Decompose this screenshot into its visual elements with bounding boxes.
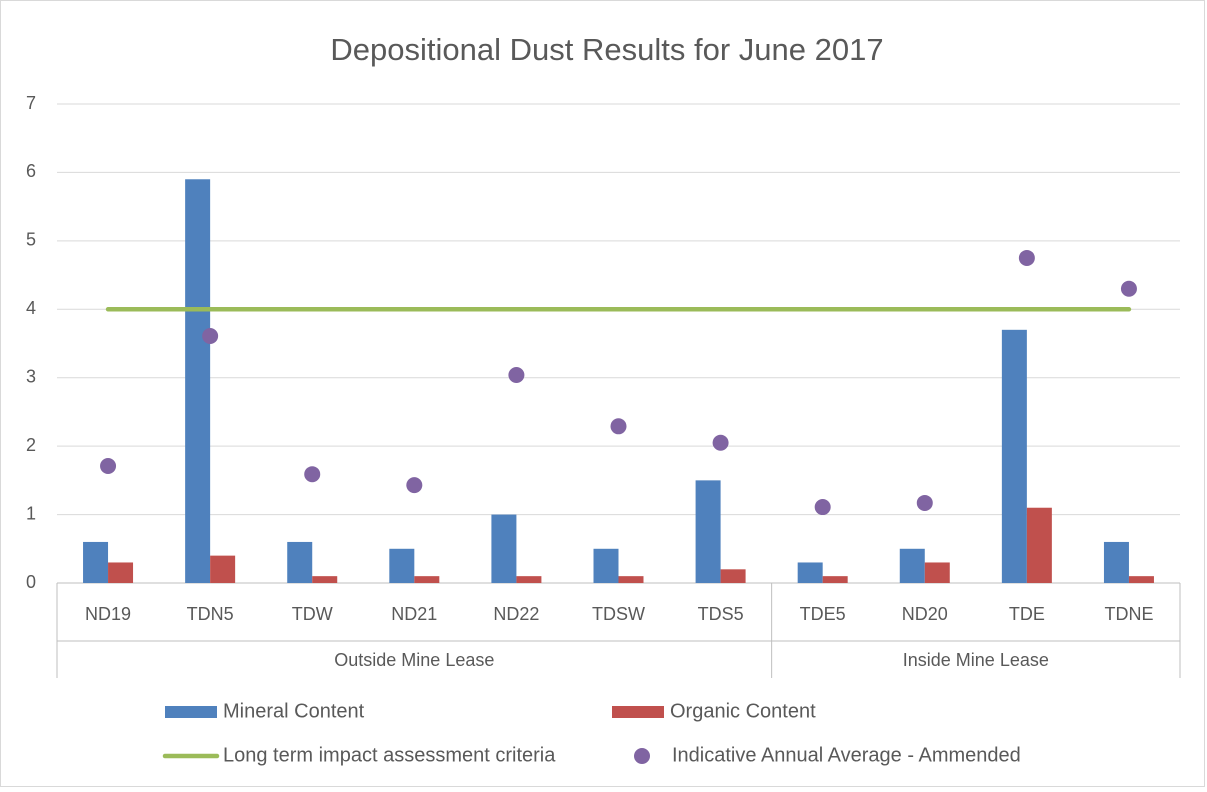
dot: [916, 494, 933, 511]
bar: [1128, 576, 1154, 583]
x-tick-label: TDSW: [592, 604, 645, 624]
legend-label: Organic Content: [670, 700, 816, 722]
x-tick-label: ND22: [493, 604, 539, 624]
dot: [508, 366, 525, 383]
bar: [108, 562, 134, 583]
bar: [83, 541, 109, 583]
x-tick-label: TDS5: [698, 604, 744, 624]
x-tick-label: TDNE: [1104, 604, 1153, 624]
dot: [1018, 249, 1035, 266]
bar: [210, 555, 236, 583]
dot: [610, 418, 627, 435]
bar: [312, 576, 338, 583]
y-tick-label: 5: [26, 230, 36, 250]
bar: [618, 576, 644, 583]
legend-swatch: [165, 706, 217, 718]
bar: [1001, 329, 1027, 583]
legend-label: Mineral Content: [223, 700, 365, 722]
x-tick-label: TDE5: [800, 604, 846, 624]
x-tick-label: ND19: [85, 604, 131, 624]
legend-label: Long term impact assessment criteria: [223, 744, 556, 766]
x-tick-label: ND20: [902, 604, 948, 624]
bar: [389, 548, 415, 583]
y-tick-label: 2: [26, 435, 36, 455]
legend-swatch: [634, 748, 650, 764]
y-tick-label: 3: [26, 366, 36, 386]
chart-title: Depositional Dust Results for June 2017: [330, 32, 883, 67]
y-tick-label: 1: [26, 503, 36, 523]
y-tick-label: 4: [26, 298, 36, 318]
bar: [593, 548, 619, 583]
x-tick-label: TDE: [1009, 604, 1045, 624]
bar: [516, 576, 542, 583]
dot: [100, 457, 117, 474]
group-label: Outside Mine Lease: [334, 650, 494, 670]
dot: [712, 434, 729, 451]
y-tick-label: 6: [26, 161, 36, 181]
y-tick-label: 7: [26, 93, 36, 113]
legend-label: Indicative Annual Average - Ammended: [672, 744, 1021, 766]
bar: [797, 562, 823, 583]
bar: [1026, 507, 1052, 583]
y-tick-label: 0: [26, 572, 36, 592]
bar: [491, 514, 517, 583]
dot: [406, 477, 423, 494]
x-tick-label: TDW: [292, 604, 333, 624]
bar: [695, 480, 721, 583]
bar: [414, 576, 440, 583]
bar: [1103, 541, 1129, 583]
dot: [202, 327, 219, 344]
group-label: Inside Mine Lease: [903, 650, 1049, 670]
legend-swatch: [612, 706, 664, 718]
dot: [1120, 280, 1137, 297]
bar: [822, 576, 848, 583]
bar: [899, 548, 925, 583]
dot: [304, 466, 321, 483]
bar: [720, 569, 746, 583]
bar: [287, 541, 313, 583]
dot: [814, 499, 831, 516]
x-tick-label: TDN5: [187, 604, 234, 624]
bar: [924, 562, 950, 583]
bar: [185, 179, 211, 583]
x-tick-label: ND21: [391, 604, 437, 624]
